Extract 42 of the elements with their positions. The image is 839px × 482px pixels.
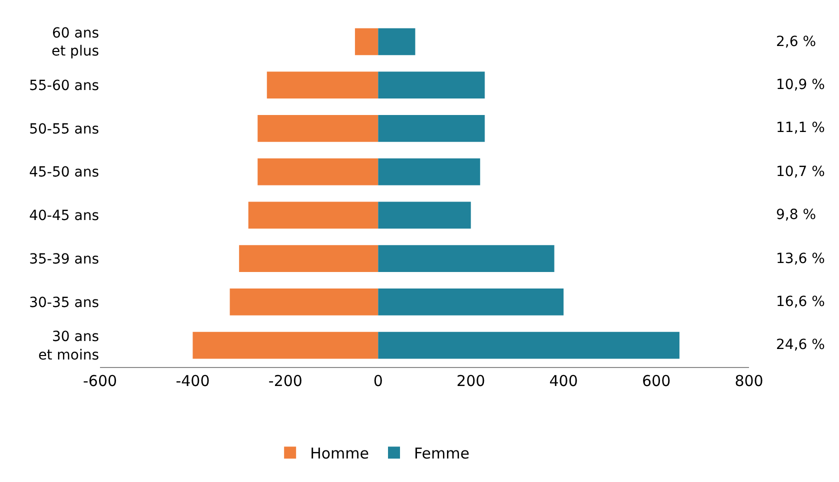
bar [354,28,378,56]
text: 24,6 % [776,337,825,353]
bar [248,202,378,229]
y-tick-label: 30 ans et moins [38,329,99,364]
x-tick-label: 200 [456,372,486,390]
bar [378,72,485,99]
bar [192,332,378,359]
legend-label: Femme [414,444,470,462]
y-tick-label: 60 ans et plus [52,25,99,60]
y-tick-label: 55-60 ans [29,78,99,94]
bar [378,158,480,186]
bar [378,202,471,229]
text: 13,6 % [776,251,825,267]
y-tick-label: 45-50 ans [29,164,99,181]
y-tick-label: 50-55 ans [29,121,99,138]
bar [230,288,378,316]
text: 10,9 % [776,77,825,93]
bar [378,288,564,316]
bar [258,158,378,186]
x-tick-label: 800 [734,372,764,390]
x-tick-label: -600 [82,372,118,390]
y-tick-label: 30-35 ans [29,294,99,311]
text: 9,8 % [776,207,816,223]
bar [378,332,680,359]
legend-label: Homme [310,444,369,462]
bar [266,72,378,99]
x-tick-label: 600 [642,372,671,390]
bar [258,114,378,142]
bar [239,245,378,272]
text: 2,6 % [776,34,816,50]
x-tick-label: 400 [549,372,578,390]
text: 10,7 % [776,164,825,180]
x-tick-label: -200 [268,372,302,390]
y-tick-label: 35-39 ans [29,251,99,268]
x-tick-label: -400 [176,372,210,390]
y-tick-label: 40-45 ans [29,208,99,224]
text: 16,6 % [776,294,825,310]
bar [378,28,416,56]
x-tick-label: 0 [373,372,383,390]
bar [378,245,554,272]
bar [378,114,485,142]
text: 11,1 % [776,120,825,136]
